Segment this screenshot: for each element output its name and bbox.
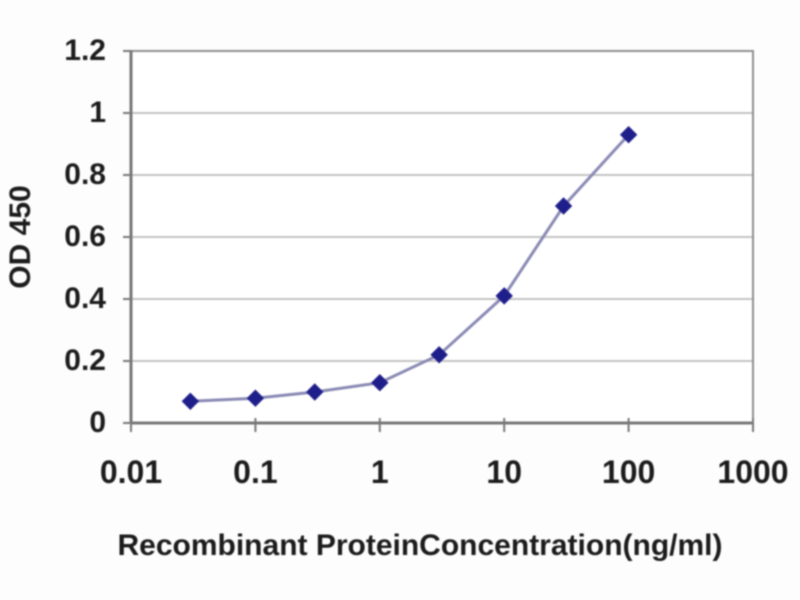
y-tick-label: 1.2	[64, 34, 106, 67]
data-point-marker	[554, 197, 573, 215]
data-point-marker	[430, 346, 448, 364]
x-tick-label: 1000	[717, 454, 789, 490]
y-tick-label: 0.6	[64, 220, 106, 253]
x-tick-label: 0.1	[233, 454, 278, 490]
y-tick-label: 0.2	[64, 344, 106, 377]
y-tick-label: 0.8	[64, 158, 106, 191]
data-point-marker	[619, 125, 638, 144]
data-point-marker	[495, 287, 513, 305]
data-point-marker	[181, 392, 200, 411]
data-point-marker	[246, 389, 265, 407]
x-tick-label: 100	[601, 454, 656, 490]
x-axis-title: Recombinant ProteinConcentration(ng/ml)	[117, 529, 723, 562]
y-tick-label: 1	[89, 96, 106, 129]
x-tick-label: 0.01	[99, 454, 163, 490]
y-tick-label: 0	[89, 406, 106, 439]
x-tick-label: 10	[486, 454, 522, 490]
x-tick-label: 1	[370, 454, 389, 490]
series-line	[190, 133, 630, 403]
data-point-marker	[371, 373, 389, 392]
y-tick-label: 0.4	[64, 282, 106, 315]
data-point-marker	[306, 383, 324, 401]
